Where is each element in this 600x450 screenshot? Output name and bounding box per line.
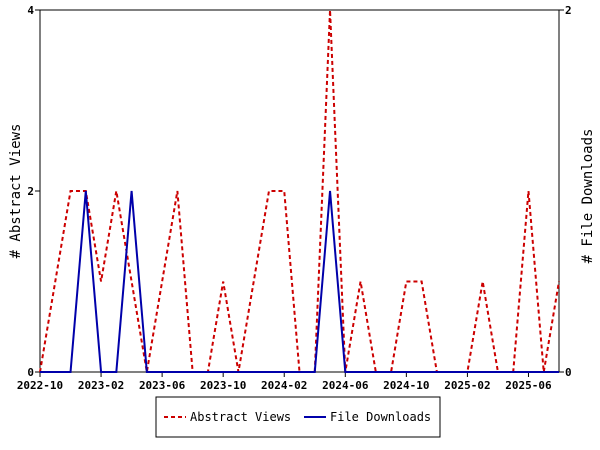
- x-tick-label: 2024-02: [261, 379, 307, 392]
- y-left-axis-title: # Abstract Views: [8, 124, 24, 259]
- legend-box: [155, 396, 441, 438]
- y-left-tick-label: 2: [27, 185, 34, 198]
- y-left-tick-label: 0: [27, 366, 34, 379]
- y-right-tick-label: 0: [565, 366, 572, 379]
- x-tick-label: 2024-06: [322, 379, 369, 392]
- legend: Abstract Views File Downloads: [155, 396, 441, 438]
- x-tick-label: 2023-10: [200, 379, 246, 392]
- x-tick-label: 2022-10: [17, 379, 63, 392]
- series-line-file-downloads: [40, 190, 559, 373]
- x-tick-label: 2025-06: [505, 379, 552, 392]
- y-left-tick-label: 4: [27, 4, 34, 17]
- plot-area: [39, 9, 560, 373]
- x-tick-label: 2023-06: [139, 379, 186, 392]
- legend-label-abstract-views: Abstract Views: [190, 410, 291, 424]
- x-tick-label: 2024-10: [383, 379, 429, 392]
- x-tick-label: 2023-02: [78, 379, 124, 392]
- y-right-axis-title: # File Downloads: [580, 129, 596, 264]
- x-tick-label: 2025-02: [444, 379, 490, 392]
- y-right-tick-label: 2: [565, 4, 572, 17]
- legend-label-file-downloads: File Downloads: [330, 410, 431, 424]
